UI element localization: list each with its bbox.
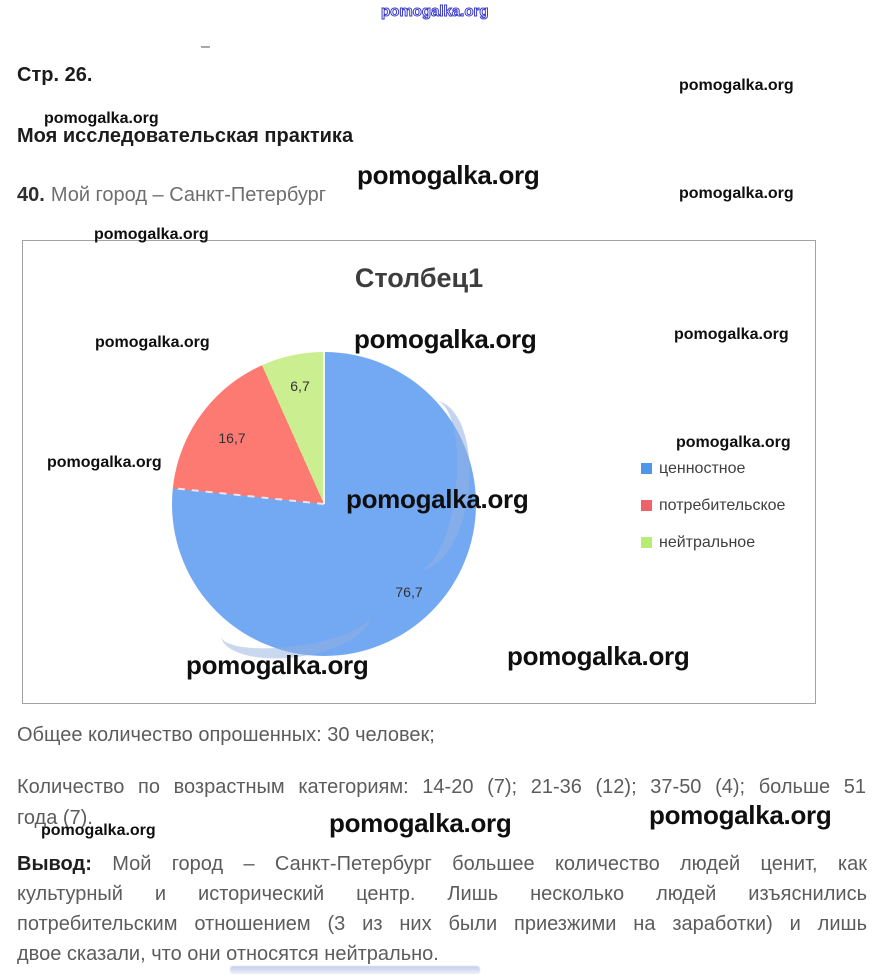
watermark: pomogalka.org <box>676 434 791 451</box>
watermark: pomogalka.org <box>357 160 540 190</box>
age-categories-line: Количество по возрастным категориям: 14-… <box>17 776 866 798</box>
watermark: pomogalka.org <box>94 226 209 243</box>
task-number: 40. <box>17 184 45 206</box>
task-title: Мой город – Санкт-Петербург <box>50 184 327 206</box>
pie-chart-frame: Столбец1 6,7 16,7 76,7 ценностное потреб… <box>22 240 816 704</box>
bottom-blue-smudge <box>230 966 480 974</box>
age-categories-line: года (7). <box>17 807 93 829</box>
watermark: pomogalka.org <box>41 822 156 839</box>
watermark: pomogalka.org <box>679 185 794 202</box>
watermark: pomogalka.org <box>354 324 537 354</box>
stray-dash: – <box>201 38 210 55</box>
watermark: pomogalka.org <box>649 800 832 830</box>
legend-label: ценностное <box>659 460 746 477</box>
survey-total-text: Общее количество опрошенных: 30 человек; <box>17 724 435 746</box>
watermark: pomogalka.org <box>346 484 529 514</box>
legend-label: нейтральное <box>659 534 756 551</box>
pie-slice-divider <box>323 352 325 504</box>
watermark: pomogalka.org <box>381 3 490 21</box>
watermark: pomogalka.org <box>679 77 794 94</box>
watermark: pomogalka.org <box>674 326 789 343</box>
chart-legend: ценностное потребительское нейтральное <box>641 459 785 553</box>
watermark: pomogalka.org <box>186 650 369 680</box>
slice-label-neutral: 6,7 <box>290 378 310 394</box>
pie-slice-divider <box>172 487 325 505</box>
legend-item-neutral: нейтральное <box>641 533 785 553</box>
watermark: pomogalka.org <box>47 454 162 471</box>
watermark: pomogalka.org <box>507 641 690 671</box>
legend-swatch-red <box>641 500 652 511</box>
legend-swatch-blue <box>641 463 652 474</box>
legend-swatch-green <box>641 537 652 548</box>
task-line: 40. Мой город – Санкт-Петербург <box>17 184 326 207</box>
slice-label-value: 76,7 <box>395 584 423 600</box>
slice-label-consumer: 16,7 <box>218 430 246 446</box>
watermark: pomogalka.org <box>95 334 210 351</box>
age-categories-text: Количество по возрастным категориям: 14-… <box>17 772 866 834</box>
conclusion-label: Вывод: <box>17 853 92 875</box>
legend-item-value: ценностное <box>641 459 785 479</box>
conclusion-text: Мой город – Санкт-Петербург большее коли… <box>91 853 867 875</box>
chart-title: Столбец1 <box>354 263 484 293</box>
pie-chart <box>172 352 478 668</box>
section-title: Моя исследовательская практика <box>17 125 354 147</box>
conclusion-line: Вывод: Мой город – Санкт-Петербург больш… <box>17 849 867 879</box>
legend-item-consumer: потребительское <box>641 496 785 516</box>
legend-label: потребительское <box>659 497 786 514</box>
watermark: pomogalka.org <box>44 110 159 127</box>
watermark: pomogalka.org <box>329 808 512 838</box>
conclusion-line: двое сказали, что они относятся нейтраль… <box>17 943 439 965</box>
conclusion-line: культурный и исторический центр. Лишь не… <box>17 883 867 905</box>
page-label: Стр. 26. <box>17 64 93 86</box>
conclusion-paragraph: Вывод: Мой город – Санкт-Петербург больш… <box>17 849 867 969</box>
conclusion-line: потребительским отношением (3 из них был… <box>17 913 867 935</box>
